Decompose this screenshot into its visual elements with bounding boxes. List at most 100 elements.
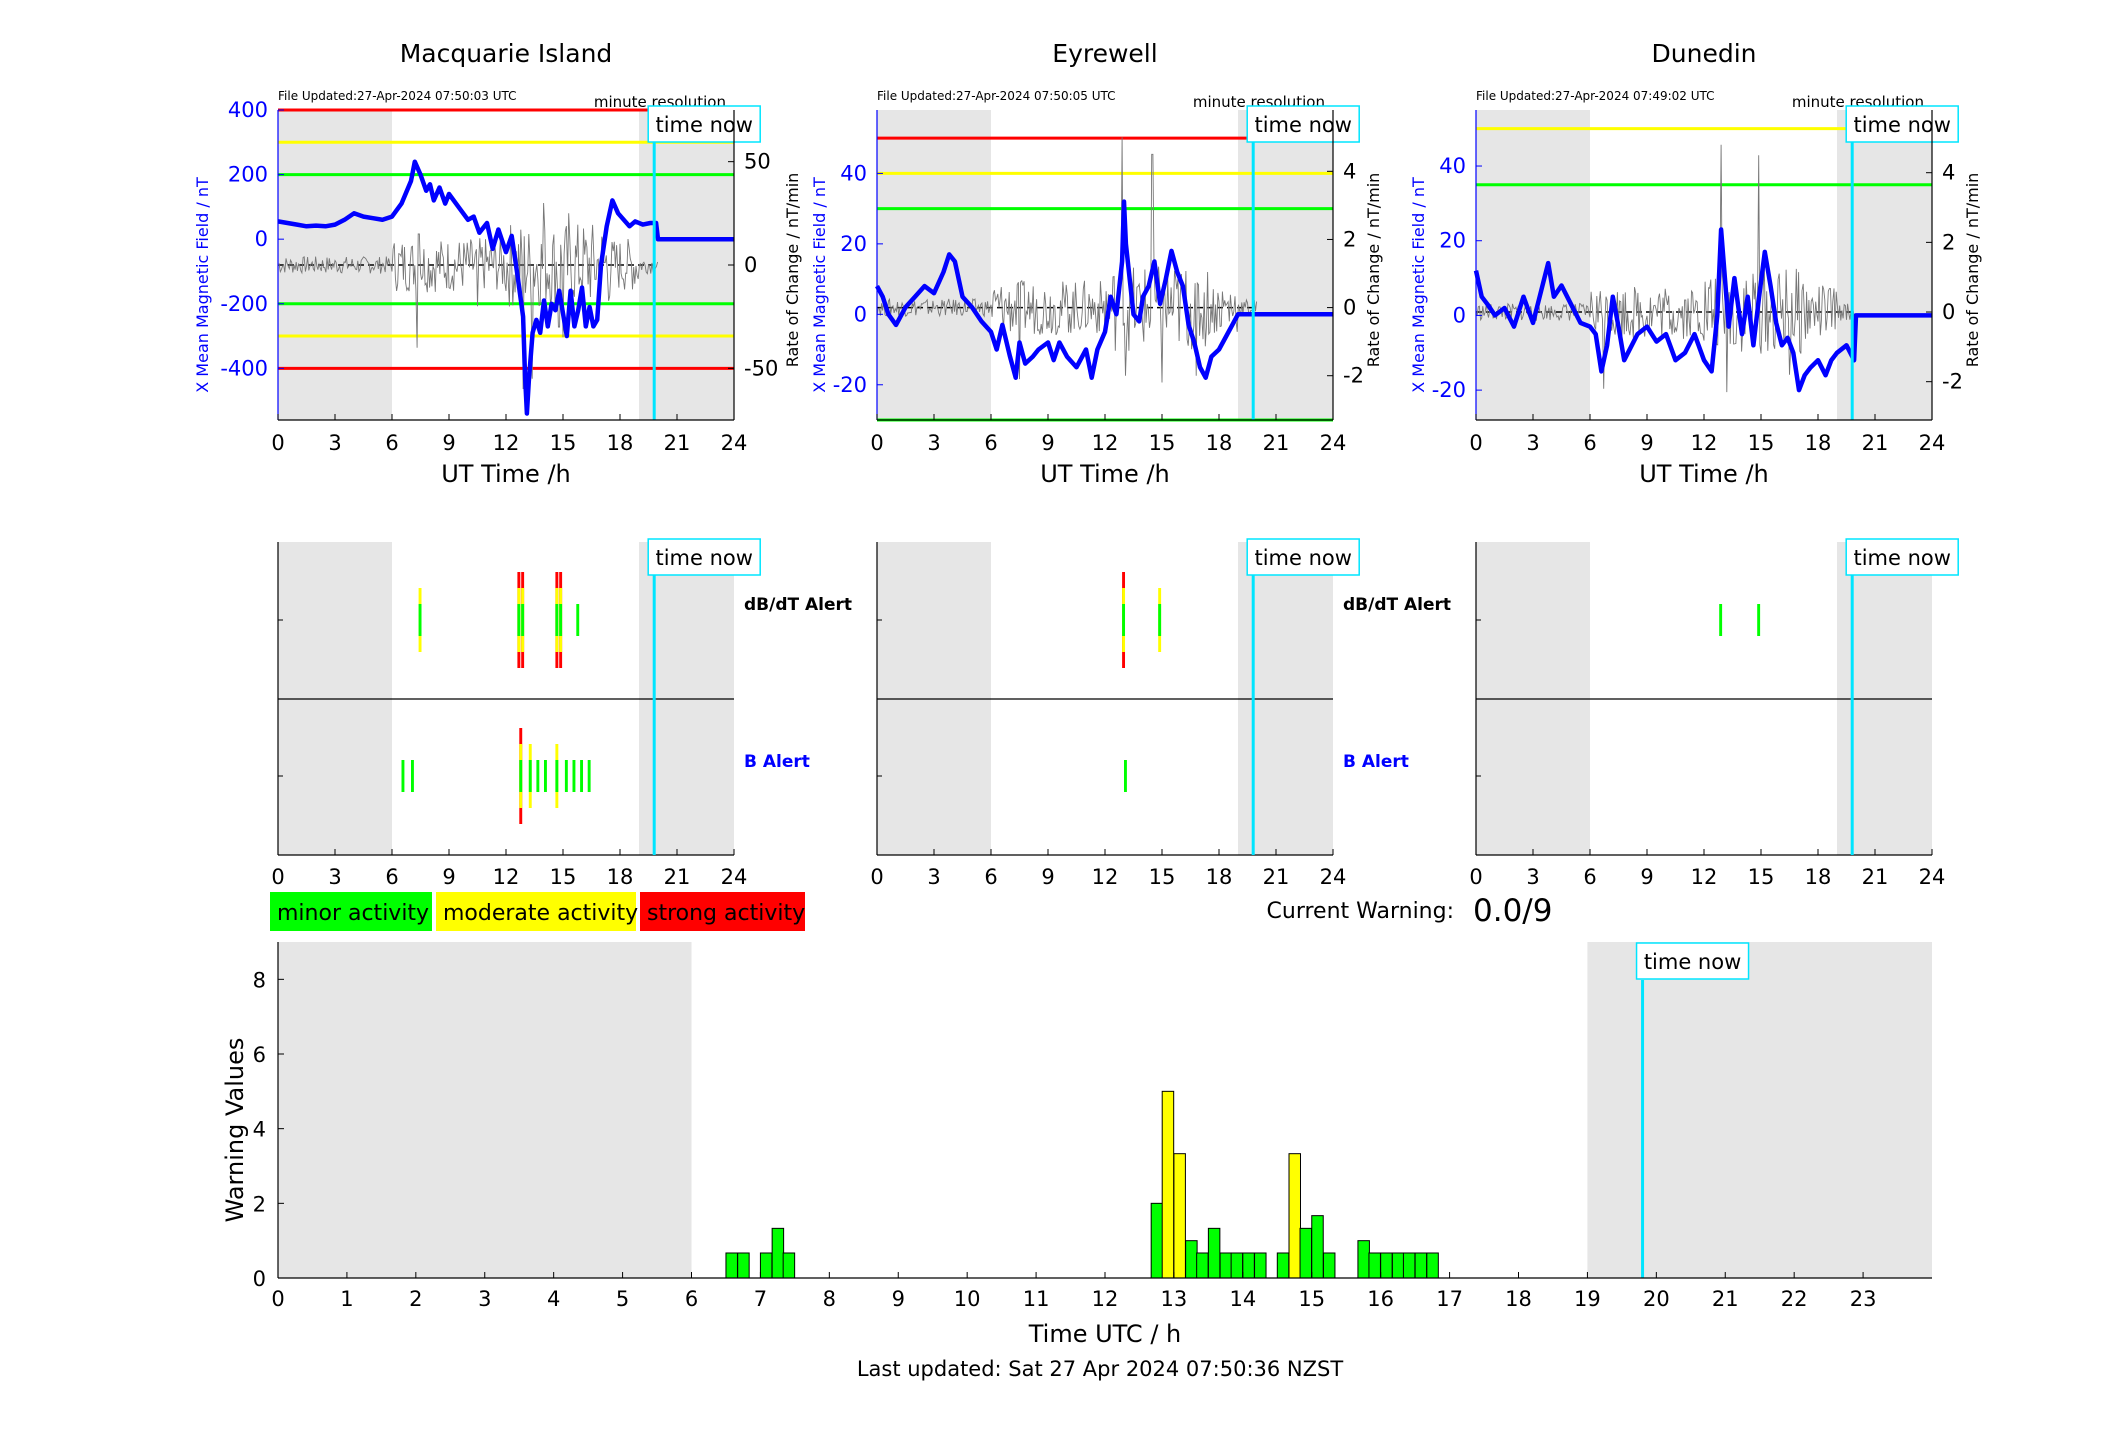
x-tick-label: 12 bbox=[1092, 431, 1119, 455]
x-tick-label: 15 bbox=[1748, 865, 1775, 889]
left-axis-label: X Mean Magnetic Field / nT bbox=[1409, 177, 1428, 393]
dbdt-alert-bar bbox=[559, 604, 563, 636]
dbdt-alert-bar bbox=[1158, 604, 1162, 636]
time-now-label: time now bbox=[1853, 113, 1950, 137]
time-now-label: time now bbox=[1254, 546, 1351, 570]
x-tick-label: 12 bbox=[493, 431, 520, 455]
x-tick-label: 15 bbox=[1149, 865, 1176, 889]
right-axis-label: Rate of Change / nT/min bbox=[783, 173, 802, 368]
left-y-tick-label: 0 bbox=[255, 227, 268, 251]
x-tick-label: 6 bbox=[984, 431, 997, 455]
warning-bar bbox=[1230, 1252, 1244, 1279]
legend-swatch bbox=[436, 892, 636, 931]
station-title: Macquarie Island bbox=[400, 39, 613, 68]
x-tick-label: 0 bbox=[271, 431, 284, 455]
x-mean-field-line bbox=[277, 159, 734, 416]
b-alert-bar bbox=[580, 760, 584, 792]
x-tick-label: 9 bbox=[442, 431, 455, 455]
warning-bar bbox=[1391, 1252, 1405, 1279]
x-tick-label: 23 bbox=[1850, 1287, 1877, 1311]
time-now-box bbox=[1246, 105, 1360, 143]
x-tick-label: 11 bbox=[1023, 1287, 1050, 1311]
x-tick-label: 3 bbox=[328, 431, 341, 455]
warning-bar bbox=[1322, 1252, 1336, 1279]
y-tick-label: 2 bbox=[253, 1192, 266, 1216]
dbdt-alert-bar bbox=[1757, 604, 1761, 636]
x-tick-label: 4 bbox=[547, 1287, 560, 1311]
right-y-tick-label: -2 bbox=[1343, 364, 1364, 388]
current-warning-value: 0.0/9 bbox=[1473, 893, 1552, 929]
rate-of-change-line bbox=[876, 137, 1258, 383]
b-alert-label: B Alert bbox=[1343, 752, 1409, 772]
warning-bar bbox=[1196, 1252, 1209, 1279]
left-axis-label: X Mean Magnetic Field / nT bbox=[193, 177, 212, 393]
night-shading bbox=[877, 110, 991, 420]
x-axis-label: UT Time /h bbox=[441, 460, 571, 488]
y-tick-label: 8 bbox=[253, 968, 266, 992]
night-shading bbox=[1587, 942, 1932, 1278]
dbdt-alert-bar bbox=[555, 604, 559, 636]
warning-bar bbox=[1311, 1215, 1324, 1279]
x-tick-label: 15 bbox=[550, 431, 577, 455]
x-tick-label: 18 bbox=[1805, 865, 1832, 889]
right-y-tick-label: -2 bbox=[1942, 370, 1963, 394]
x-tick-label: 0 bbox=[1469, 431, 1482, 455]
x-tick-label: 2 bbox=[409, 1287, 422, 1311]
legend-label: moderate activity bbox=[443, 901, 638, 926]
dbdt-alert-bar bbox=[517, 604, 521, 636]
x-tick-label: 3 bbox=[478, 1287, 491, 1311]
station-panel-2: Dunedin File Updated:27-Apr-2024 07:49:02… bbox=[1409, 39, 1982, 889]
x-tick-label: 19 bbox=[1574, 1287, 1601, 1311]
warning-bar bbox=[1161, 1090, 1175, 1279]
x-tick-label: 15 bbox=[550, 865, 577, 889]
file-updated-text: File Updated:27-Apr-2024 07:50:05 UTC bbox=[877, 89, 1116, 103]
time-now-box bbox=[1635, 942, 1750, 980]
y-axis-label: Warning Values bbox=[221, 1038, 249, 1223]
warning-bar bbox=[1426, 1252, 1439, 1279]
x-tick-label: 6 bbox=[385, 865, 398, 889]
warning-bar bbox=[1357, 1240, 1370, 1279]
time-now-box bbox=[1246, 538, 1360, 576]
x-tick-label: 3 bbox=[927, 431, 940, 455]
x-tick-label: 0 bbox=[271, 1287, 284, 1311]
x-tick-label: 21 bbox=[1263, 431, 1290, 455]
station-panel-0: Macquarie Island File Updated:27-Apr-2024… bbox=[193, 39, 852, 889]
x-tick-label: 21 bbox=[1263, 865, 1290, 889]
x-tick-label: 9 bbox=[1640, 431, 1653, 455]
warning-bar bbox=[771, 1227, 785, 1279]
legend-swatch bbox=[640, 892, 805, 931]
x-tick-label: 6 bbox=[984, 865, 997, 889]
b-alert-bar bbox=[1124, 760, 1127, 792]
x-tick-label: 24 bbox=[721, 865, 748, 889]
warning-bar bbox=[1368, 1252, 1381, 1279]
x-tick-label: 0 bbox=[870, 865, 883, 889]
dbdt-alert-label: dB/dT Alert bbox=[744, 595, 852, 615]
b-alert-bar bbox=[564, 760, 568, 792]
x-tick-label: 22 bbox=[1781, 1287, 1808, 1311]
x-tick-label: 10 bbox=[954, 1287, 981, 1311]
time-now-label: time now bbox=[655, 546, 752, 570]
b-alert-bar bbox=[572, 760, 576, 792]
left-y-tick-label: -200 bbox=[220, 292, 268, 316]
x-mean-field-line bbox=[875, 199, 1333, 380]
b-alert-bar bbox=[555, 760, 559, 792]
warning-bar bbox=[1207, 1227, 1221, 1279]
x-tick-label: 18 bbox=[1805, 431, 1832, 455]
warning-bar bbox=[725, 1252, 738, 1279]
x-tick-label: 9 bbox=[892, 1287, 905, 1311]
warning-bar bbox=[737, 1252, 750, 1279]
b-alert-bar bbox=[536, 760, 540, 792]
x-tick-label: 1 bbox=[340, 1287, 353, 1311]
dbdt-alert-bar bbox=[576, 604, 580, 636]
x-tick-label: 15 bbox=[1149, 431, 1176, 455]
right-y-tick-label: 2 bbox=[1942, 230, 1955, 254]
x-tick-label: 21 bbox=[1862, 431, 1889, 455]
x-tick-label: 24 bbox=[721, 431, 748, 455]
x-tick-label: 0 bbox=[1469, 865, 1482, 889]
warning-bar bbox=[1185, 1240, 1198, 1279]
b-alert-label: B Alert bbox=[744, 752, 810, 772]
left-y-tick-label: 20 bbox=[840, 232, 867, 256]
x-tick-label: 21 bbox=[664, 431, 691, 455]
right-y-tick-label: 4 bbox=[1343, 159, 1356, 183]
